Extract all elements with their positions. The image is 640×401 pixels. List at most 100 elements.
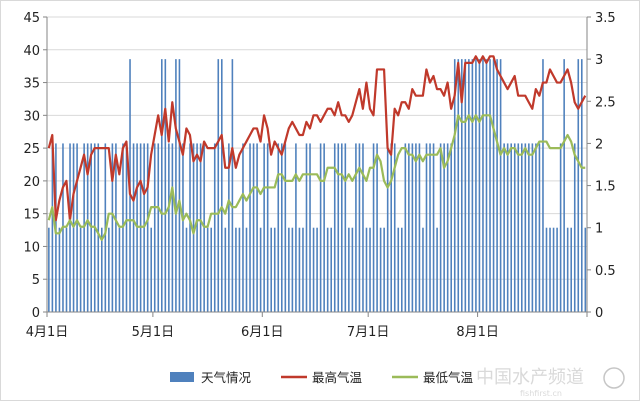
weather-bar (408, 143, 410, 312)
weather-bar (270, 227, 272, 312)
weather-bar (422, 227, 424, 312)
weather-bar (538, 143, 541, 312)
weather-bar (549, 227, 551, 312)
weather-bar (164, 59, 167, 313)
weather-bar (531, 143, 534, 312)
weather-bar (249, 143, 251, 312)
weather-bar (461, 59, 463, 313)
max-temp-line (47, 55, 587, 222)
weather-bar (355, 143, 357, 312)
weather-bar (524, 143, 527, 312)
legend: 天气情况 最高气温 最低气温 (170, 370, 474, 385)
left-tick-label: 25 (23, 142, 40, 157)
weather-bar (146, 143, 149, 312)
weather-bar (397, 227, 400, 312)
right-tick-label: 2.5 (595, 95, 616, 110)
watermark-logo-icon (603, 367, 625, 389)
legend-swatch-bar (170, 372, 194, 382)
weather-bar (545, 227, 548, 312)
weather-bar (436, 227, 438, 312)
weather-bar (108, 227, 110, 312)
weather-bar (97, 143, 100, 312)
weather-bar (369, 227, 371, 312)
left-tick-label: 30 (23, 109, 40, 124)
weather-bar (231, 59, 234, 313)
weather-bar (51, 143, 54, 312)
weather-bar (65, 227, 68, 312)
weather-bar (245, 227, 248, 312)
weather-bar (563, 59, 565, 313)
weather-bar (228, 143, 230, 312)
watermark-subtext: fishfirst.cn (520, 389, 562, 398)
weather-bar (542, 59, 544, 313)
left-tick-label: 10 (23, 240, 40, 255)
weather-bar (58, 227, 61, 312)
weather-bar (185, 227, 188, 312)
weather-bar (348, 227, 350, 312)
weather-bar (319, 143, 322, 312)
weather-bar (288, 227, 290, 312)
weather-bar (581, 59, 583, 313)
weather-bar (309, 143, 311, 312)
weather-bar (577, 59, 580, 313)
weather-bar (111, 143, 114, 312)
weather-bar (341, 143, 343, 312)
weather-bar (556, 227, 558, 312)
weather-bar (235, 227, 237, 312)
weather-bar (418, 143, 421, 312)
weather-bar (305, 143, 308, 312)
x-tick-label: 8月1日 (456, 325, 499, 340)
right-axis-ticks: 0 0.5 1 1.5 2 2.5 3 3.5 (587, 11, 616, 321)
weather-bar (425, 143, 428, 312)
weather-bar (76, 143, 78, 312)
weather-bar (401, 227, 403, 312)
weather-bar (192, 143, 195, 312)
right-tick-label: 1 (595, 222, 603, 237)
axes (46, 17, 588, 313)
weather-bar (358, 143, 361, 312)
weather-bar (513, 143, 516, 312)
weather-bar (439, 143, 442, 312)
weather-bar (528, 143, 530, 312)
weather-bar (224, 227, 227, 312)
weather-bar (302, 227, 304, 312)
left-tick-label: 40 (23, 44, 40, 59)
weather-bar (118, 227, 121, 312)
weather-bar (496, 59, 498, 313)
weather-bar (326, 227, 329, 312)
right-tick-label: 2 (595, 137, 603, 152)
weather-bar (482, 59, 484, 313)
weather-bar (213, 143, 216, 312)
weather-bar (182, 143, 184, 312)
weather-bar (238, 227, 241, 312)
weather-bar (256, 143, 258, 312)
weather-bar (178, 59, 181, 313)
weather-bar (570, 227, 572, 312)
weather-bar (383, 227, 385, 312)
left-tick-label: 20 (23, 175, 40, 190)
left-tick-label: 15 (23, 208, 40, 223)
weather-bar (372, 143, 375, 312)
weather-bar (393, 143, 396, 312)
weather-bar (312, 227, 315, 312)
left-tick-label: 45 (23, 11, 40, 26)
weather-bar (566, 227, 569, 312)
watermark: 中国水产频道 fishfirst.cn (476, 367, 625, 398)
weather-bar (503, 143, 505, 312)
weather-bar (333, 143, 336, 312)
weather-bar (259, 227, 262, 312)
weather-bar (517, 143, 520, 312)
weather-bar (171, 143, 174, 312)
weather-bar (475, 59, 477, 313)
left-tick-label: 5 (32, 273, 40, 288)
weather-bar (252, 143, 255, 312)
weather-bar (157, 143, 160, 312)
weather-bar (446, 143, 449, 312)
weather-bar (492, 59, 495, 313)
weather-bar (464, 59, 467, 313)
weather-bar (210, 227, 212, 312)
weather-bar (175, 59, 177, 313)
weather-bar (199, 143, 202, 312)
weather-bar (273, 227, 276, 312)
